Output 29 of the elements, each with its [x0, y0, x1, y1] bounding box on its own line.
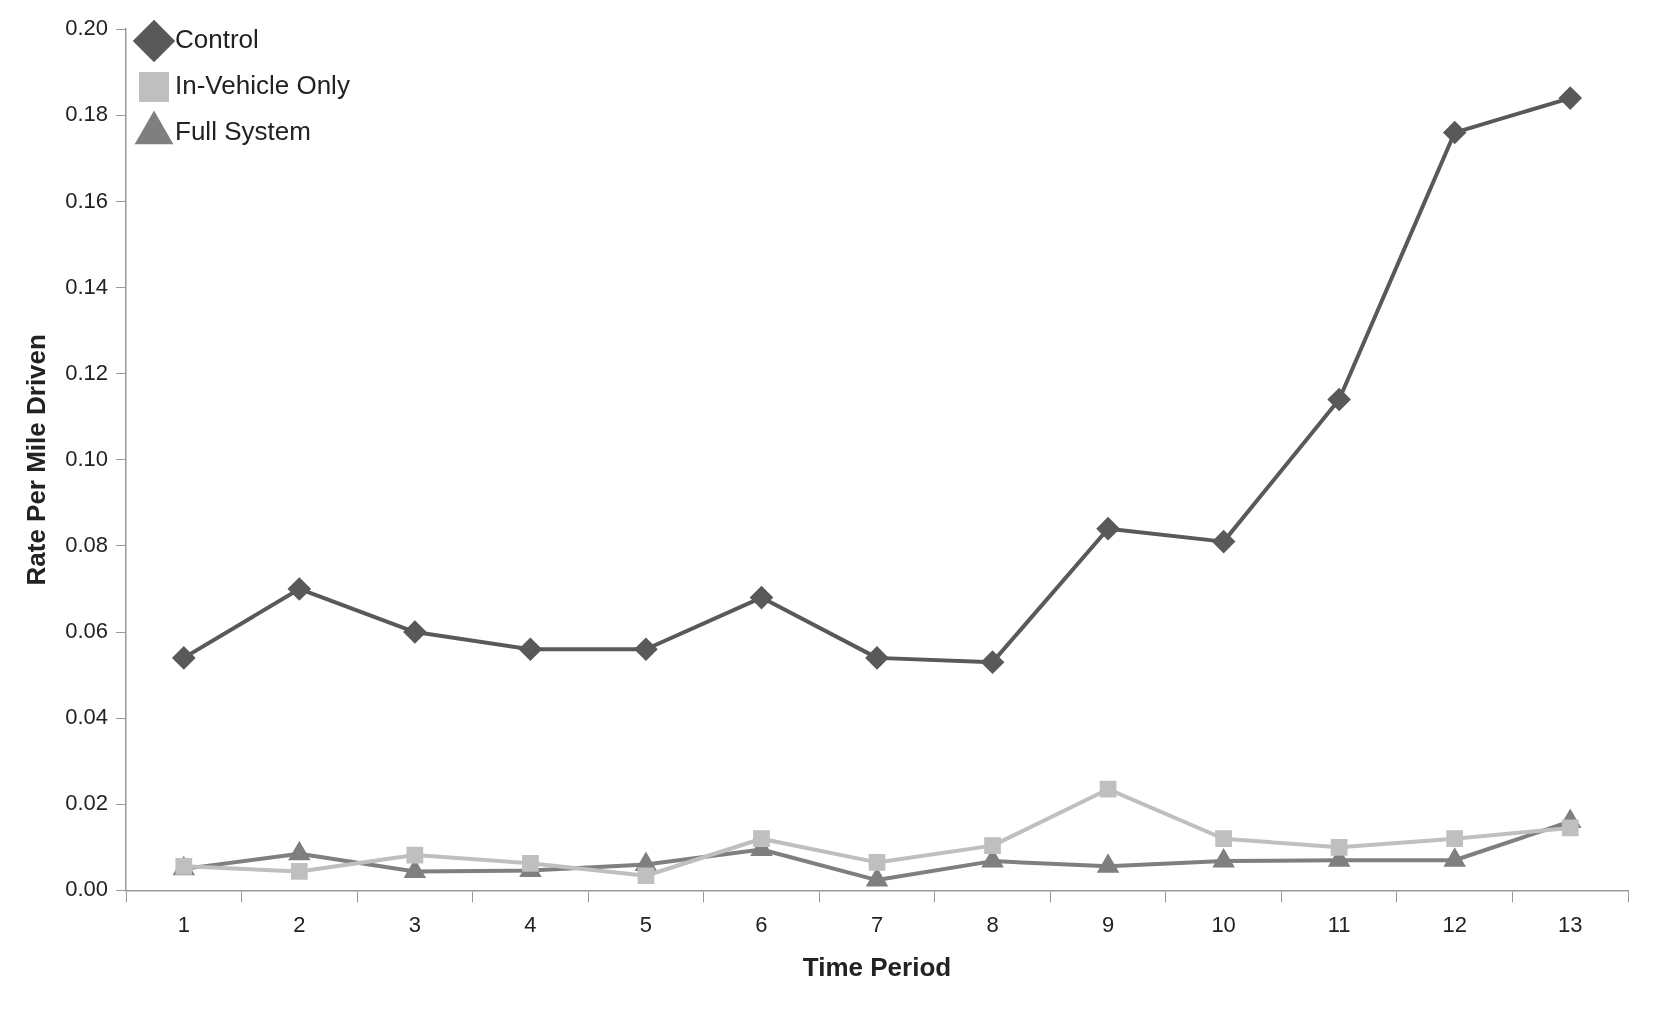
x-tick-label: 9 [1101, 911, 1115, 937]
x-tick-label: 11 [1327, 911, 1351, 937]
y-tick-label: 0.18 [65, 101, 109, 127]
y-tick-label: 0.12 [65, 359, 109, 385]
y-tick-label: 0.10 [65, 445, 109, 471]
y-tick-label: 0.14 [65, 273, 109, 299]
x-tick-label: 7 [870, 911, 884, 937]
x-axis-title: Time Period [802, 951, 952, 982]
x-tick-label: 5 [639, 911, 653, 937]
y-tick-label: 0.06 [65, 618, 109, 644]
y-tick-label: 0.00 [65, 876, 109, 902]
legend-label: In-Vehicle Only [175, 70, 350, 101]
x-tick-label: 1 [177, 911, 190, 937]
x-tick-label: 12 [1442, 911, 1467, 937]
x-tick-label: 13 [1557, 911, 1583, 937]
y-tick-label: 0.16 [65, 187, 109, 213]
x-tick-label: 3 [408, 911, 421, 937]
y-tick-label: 0.08 [65, 531, 109, 557]
legend-label: Control [175, 24, 259, 55]
legend-label: Full System [175, 116, 311, 147]
x-tick-label: 8 [986, 911, 999, 937]
x-tick-label: 2 [293, 911, 306, 937]
x-tick-label: 10 [1211, 911, 1236, 937]
y-tick-label: 0.20 [65, 15, 109, 41]
x-tick-label: 6 [755, 911, 768, 937]
x-tick-label: 4 [524, 911, 537, 937]
y-tick-label: 0.02 [65, 790, 109, 816]
y-tick-label: 0.04 [65, 704, 109, 730]
y-axis-title: Rate Per Mile Driven [20, 334, 51, 586]
